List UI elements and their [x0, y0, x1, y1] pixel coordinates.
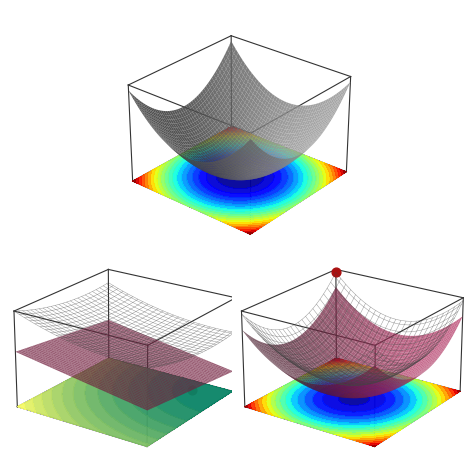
Text: (a): (a) [225, 254, 249, 272]
